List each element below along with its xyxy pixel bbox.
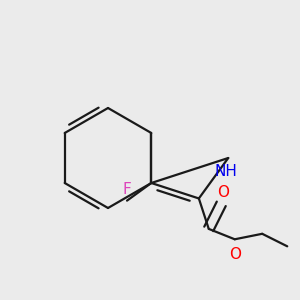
Text: F: F bbox=[123, 182, 131, 196]
Text: NH: NH bbox=[215, 164, 238, 179]
Text: O: O bbox=[229, 247, 241, 262]
Text: O: O bbox=[217, 185, 229, 200]
